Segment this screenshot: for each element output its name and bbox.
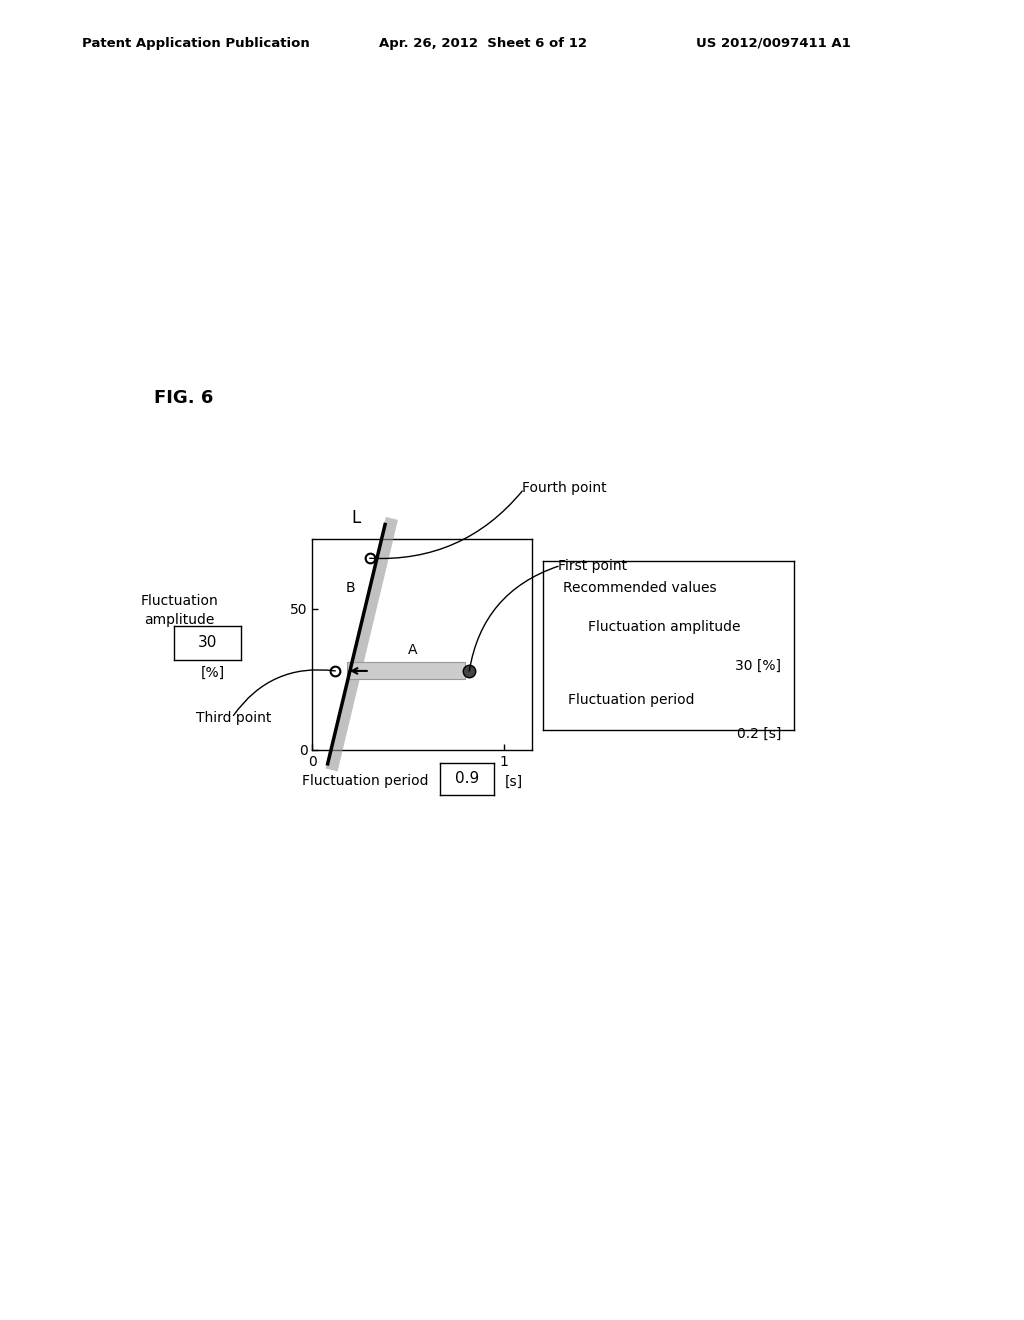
Bar	[347, 663, 466, 680]
Text: 30: 30	[198, 635, 217, 651]
Text: B: B	[346, 581, 355, 595]
Text: [s]: [s]	[505, 775, 523, 788]
Text: Fluctuation period: Fluctuation period	[302, 775, 429, 788]
Text: Fluctuation period: Fluctuation period	[567, 693, 694, 706]
Text: Fourth point: Fourth point	[522, 482, 607, 495]
Text: Fluctuation: Fluctuation	[140, 594, 218, 607]
Text: Third point: Third point	[196, 711, 271, 725]
Text: Recommended values: Recommended values	[563, 581, 717, 595]
Text: Fluctuation amplitude: Fluctuation amplitude	[588, 620, 740, 634]
Text: [%]: [%]	[201, 667, 225, 680]
Text: 0.9: 0.9	[455, 771, 479, 787]
Text: A: A	[408, 643, 418, 657]
Text: Apr. 26, 2012  Sheet 6 of 12: Apr. 26, 2012 Sheet 6 of 12	[379, 37, 587, 50]
Text: First point: First point	[558, 560, 628, 573]
Text: amplitude: amplitude	[144, 614, 214, 627]
Text: US 2012/0097411 A1: US 2012/0097411 A1	[696, 37, 851, 50]
Text: Patent Application Publication: Patent Application Publication	[82, 37, 309, 50]
Text: L: L	[351, 510, 361, 527]
Text: FIG. 6: FIG. 6	[154, 389, 213, 408]
Text: 0.2 [s]: 0.2 [s]	[736, 726, 781, 741]
Text: 30 [%]: 30 [%]	[735, 659, 781, 673]
